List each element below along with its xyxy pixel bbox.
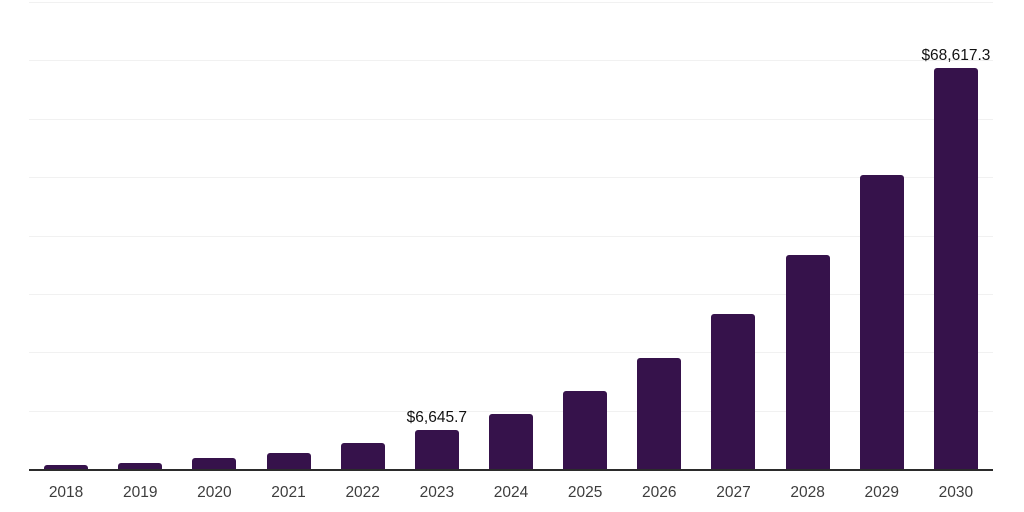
x-tick-2026: 2026 xyxy=(642,484,677,501)
bar-2019 xyxy=(118,462,163,469)
bar-2020 xyxy=(192,458,237,469)
gridline-50000 xyxy=(29,177,993,179)
x-tick-2024: 2024 xyxy=(493,484,529,501)
bar-2030 xyxy=(933,68,978,469)
x-tick-2028: 2028 xyxy=(790,484,825,501)
bar-2029 xyxy=(859,175,904,469)
gridline-70000 xyxy=(29,60,993,62)
x-tick-2030: 2030 xyxy=(938,484,974,501)
gridline-60000 xyxy=(29,118,993,120)
bar-2026 xyxy=(637,358,682,469)
x-tick-2021: 2021 xyxy=(271,484,306,501)
gridline-40000 xyxy=(29,235,993,237)
x-tick-2019: 2019 xyxy=(122,484,158,501)
data-label-2030: $68,617.3 xyxy=(921,47,991,65)
gridline-10000 xyxy=(29,410,993,412)
x-tick-2023: 2023 xyxy=(419,484,455,501)
bar-2027 xyxy=(711,313,756,469)
gridline-80000 xyxy=(29,2,993,3)
x-tick-2027: 2027 xyxy=(716,484,751,501)
bar-2023 xyxy=(414,430,459,469)
x-tick-2029: 2029 xyxy=(864,484,899,501)
bar-2018 xyxy=(44,465,89,469)
bar-2021 xyxy=(266,452,311,469)
bar-2024 xyxy=(489,414,533,469)
data-label-2023: $6,645.7 xyxy=(406,409,468,427)
x-tick-2025: 2025 xyxy=(567,484,603,501)
x-tick-2018: 2018 xyxy=(48,484,84,501)
gridline-20000 xyxy=(29,352,993,354)
x-tick-2020: 2020 xyxy=(197,484,232,501)
bar-2022 xyxy=(340,443,385,469)
x-axis-line xyxy=(29,468,993,471)
gridline-30000 xyxy=(29,293,993,295)
x-tick-2022: 2022 xyxy=(345,484,380,501)
bar-2025 xyxy=(563,390,608,469)
bar-2028 xyxy=(785,255,830,469)
